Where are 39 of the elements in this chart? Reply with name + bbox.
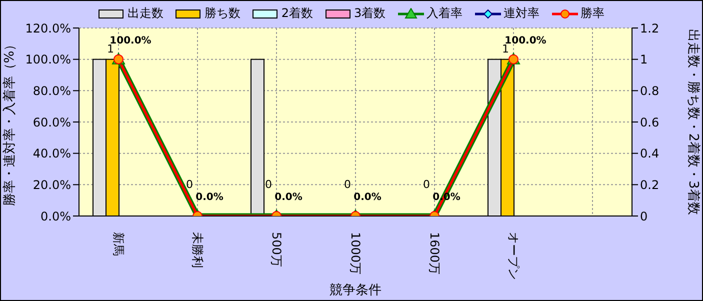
x-tick-label: 1000万	[348, 232, 362, 275]
y-tick-label: 0.0%	[40, 209, 71, 224]
x-tick-label: 新馬	[112, 232, 126, 256]
data-label: 0	[265, 178, 272, 191]
y2-tick-label: 0.8	[640, 84, 660, 98]
legend-label: 連対率	[504, 5, 540, 22]
y-tick-label: 20.0%	[32, 178, 71, 192]
data-label: 0.0%	[274, 192, 302, 203]
y2-tick-label: 1	[640, 52, 648, 67]
legend-label: 2着数	[281, 5, 313, 22]
y-tick-label: 40.0%	[32, 146, 71, 161]
data-label: 0	[344, 178, 351, 191]
data-label: 0.0%	[196, 192, 224, 203]
y2-tick-label: 0.4	[640, 146, 660, 161]
y-axis-title: 勝率・連対率・入着率（%）	[2, 38, 18, 206]
legend-label: 3着数	[354, 5, 386, 22]
data-label: 0	[186, 178, 193, 191]
y2-tick-label: 0.2	[640, 178, 660, 192]
legend-label: 勝率	[580, 5, 605, 22]
x-axis-title: 競争条件	[330, 283, 382, 298]
legend-label: 勝ち数	[204, 5, 240, 22]
x-tick-label: 500万	[270, 232, 284, 267]
y-tick-label: 60.0%	[32, 115, 71, 130]
data-label: 0	[423, 178, 430, 191]
legend-label: 出走数	[127, 5, 164, 22]
data-label: 1	[107, 42, 114, 56]
y2-tick-label: 0	[640, 209, 648, 224]
x-tick-label: 1600万	[428, 232, 442, 275]
data-label: 0.0%	[354, 192, 382, 203]
y-tick-label: 80.0%	[32, 84, 71, 98]
legend-label: 入着率	[426, 5, 463, 22]
y-tick-label: 120.0%	[25, 21, 71, 36]
x-tick-label: オープン	[506, 232, 520, 280]
y2-axis-title: 出走数・勝ち数・2着数・3着数	[685, 29, 702, 215]
x-tick-label: 未勝利	[190, 232, 204, 268]
y2-tick-label: 0.6	[640, 115, 660, 130]
y2-tick-label: 1.2	[640, 21, 660, 36]
y-tick-label: 100.0%	[25, 52, 71, 67]
data-label: 1	[502, 42, 509, 56]
